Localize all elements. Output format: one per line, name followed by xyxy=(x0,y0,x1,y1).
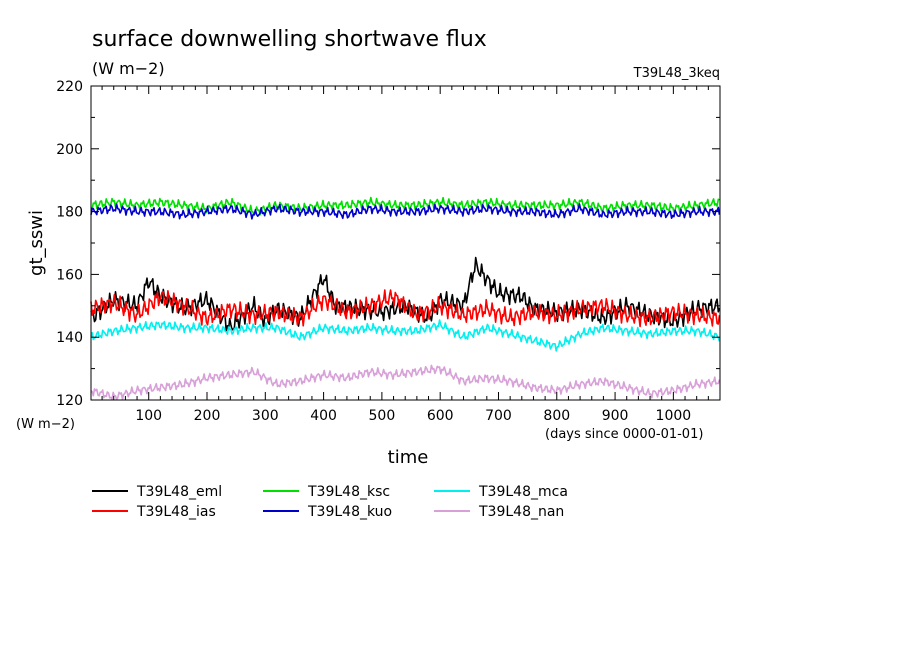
x-tick-label: 500 xyxy=(369,408,396,424)
x-tick-label: 900 xyxy=(602,408,629,424)
series-line-T39L48_mca xyxy=(90,319,721,352)
x-tick-label: 200 xyxy=(194,408,221,424)
x-unit-label: (days since 0000-01-01) xyxy=(545,427,703,442)
series-line-T39L48_ksc xyxy=(90,196,720,216)
y-tick-label: 120 xyxy=(56,393,83,409)
series-layer xyxy=(90,196,721,401)
series-line-T39L48_kuo xyxy=(90,203,721,220)
chart-subtitle: (W m−2) xyxy=(92,59,165,78)
x-tick-label: 800 xyxy=(543,408,570,424)
y-tick-label: 220 xyxy=(56,79,83,95)
y-tick-label: 160 xyxy=(56,267,83,283)
x-tick-label: 100 xyxy=(135,408,162,424)
y-axis-title: gt_sswi xyxy=(26,210,47,276)
chart-title: surface downwelling shortwave flux xyxy=(92,27,487,52)
y-tick-label: 200 xyxy=(56,142,83,158)
series-line-T39L48_eml xyxy=(90,256,721,332)
y-tick-label: 180 xyxy=(56,205,83,221)
x-tick-label: 600 xyxy=(427,408,454,424)
legend-label-T39L48_kuo: T39L48_kuo xyxy=(307,504,392,520)
experiment-label: T39L48_3keq xyxy=(633,66,720,81)
legend-label-T39L48_ias: T39L48_ias xyxy=(136,504,216,520)
y-tick-label: 140 xyxy=(56,330,83,346)
y-unit-label: (W m−2) xyxy=(16,417,75,432)
legend-label-T39L48_eml: T39L48_eml xyxy=(136,484,222,500)
plot-frame xyxy=(90,85,721,401)
x-tick-label: 700 xyxy=(485,408,512,424)
series-line-T39L48_ias xyxy=(90,289,721,328)
x-tick-label: 300 xyxy=(252,408,279,424)
x-tick-label: 1000 xyxy=(656,408,692,424)
legend-label-T39L48_ksc: T39L48_ksc xyxy=(307,484,390,500)
ticks-layer: 120 140 160 180 200 220 100 200 300 400 500 600 700 8… xyxy=(56,79,720,424)
x-tick-label: 400 xyxy=(310,408,337,424)
legend: T39L48_eml T39L48_ias T39L48_ksc T39L48_kuo… xyxy=(92,484,568,520)
legend-label-T39L48_nan: T39L48_nan xyxy=(478,504,564,520)
x-axis-title: time xyxy=(388,447,429,468)
legend-label-T39L48_mca: T39L48_mca xyxy=(478,484,568,500)
series-line-T39L48_nan xyxy=(90,364,721,401)
